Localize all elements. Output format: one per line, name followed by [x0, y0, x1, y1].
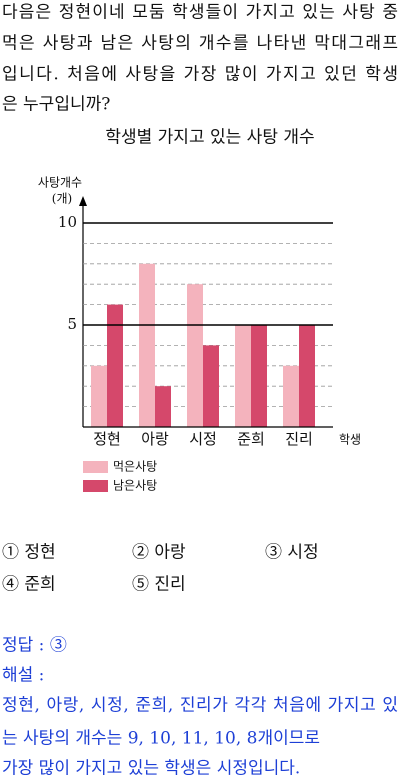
y-tick-label: 10 — [58, 213, 77, 231]
x-axis-label: 학생 — [339, 433, 361, 447]
explanation-label: 해설 : — [2, 666, 44, 686]
y-axis-label: (개) — [52, 192, 72, 206]
legend-label: 남은사탕 — [113, 479, 157, 493]
bar — [139, 263, 155, 427]
question-line: 은 누구입니까? — [2, 95, 110, 115]
choice: ② 아랑 — [132, 543, 186, 563]
legend-label: 먹은사탕 — [113, 460, 157, 474]
bar — [155, 386, 171, 427]
bar — [107, 304, 123, 427]
x-tick-label: 아랑 — [141, 430, 169, 448]
explanation-line: 는 사탕의 개수는 9, 10, 11, 10, 8개이므로 — [2, 729, 320, 749]
question-line: 다음은 정현이네 모둠 학생들이 가지고 있는 사탕 중 — [2, 3, 398, 23]
y-axis-arrow — [79, 196, 87, 206]
choice: ① 정현 — [2, 543, 56, 563]
choice: ④ 준희 — [2, 575, 56, 595]
bar — [91, 365, 107, 427]
legend-swatch — [83, 480, 108, 492]
x-tick-label: 시정 — [189, 430, 217, 448]
choice: ⑤ 진리 — [132, 575, 186, 595]
chart-title: 학생별 가지고 있는 사탕 개수 — [105, 128, 314, 148]
bar — [299, 325, 315, 427]
y-tick-label: 5 — [67, 315, 77, 333]
bar — [283, 365, 299, 427]
question-line: 먹은 사탕과 남은 사탕의 개수를 나타낸 막대그래프 — [2, 34, 398, 54]
choice: ③ 시정 — [265, 543, 319, 563]
answer: 정답 : ③ — [2, 636, 67, 656]
question-line: 입니다. 처음에 사탕을 가장 많이 가지고 있던 학생 — [2, 65, 398, 85]
bar — [187, 284, 203, 427]
y-axis-label: 사탕개수 — [38, 176, 82, 190]
bar — [235, 325, 251, 427]
bar — [251, 325, 267, 427]
legend-swatch — [83, 461, 108, 473]
bar — [203, 345, 219, 427]
explanation-line: 정현, 아랑, 시정, 준희, 진리가 각각 처음에 가지고 있 — [2, 696, 398, 716]
x-tick-label: 준희 — [237, 430, 265, 448]
x-tick-label: 진리 — [285, 430, 313, 448]
explanation-line: 가장 많이 가지고 있는 학생은 시정입니다. — [2, 759, 300, 778]
x-tick-label: 정현 — [93, 430, 121, 448]
